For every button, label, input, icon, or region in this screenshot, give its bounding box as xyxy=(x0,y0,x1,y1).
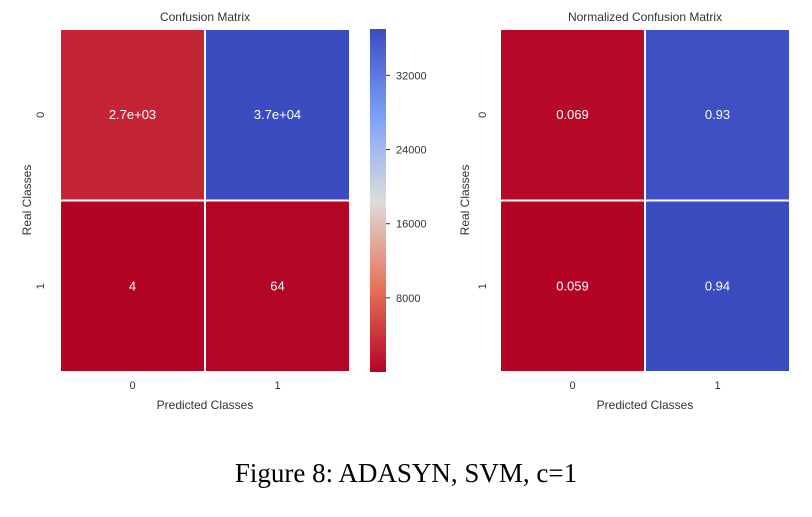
heatmap-cells: 0.069 0.93 0.059 0.94 xyxy=(499,28,791,373)
heatmap-cell xyxy=(59,199,206,373)
y-tick-label: 0 xyxy=(477,112,489,118)
colorbar-ticks: 8000 16000 24000 32000 xyxy=(386,70,427,305)
y-axis-label: Real Classes xyxy=(20,165,34,236)
x-tick-label: 0 xyxy=(129,380,135,392)
x-tick-label: 1 xyxy=(274,380,280,392)
heatmap-cells: 2.7e+03 3.7e+04 4 64 xyxy=(59,28,351,373)
cell-annotation: 0.059 xyxy=(556,278,589,293)
heatmap-cell xyxy=(204,199,351,373)
tick-labels: 0 1 0 1 xyxy=(35,112,281,392)
cell-annotation: 0.069 xyxy=(556,107,589,122)
colorbar-gradient xyxy=(370,29,386,372)
normalized-confusion-matrix-panel: Normalized Confusion Matrix 0.069 0.930.0… xyxy=(458,10,791,412)
colorbar-tick-label: 16000 xyxy=(396,219,427,231)
heatmap-cell xyxy=(499,28,646,202)
heatmap-cell xyxy=(499,199,646,373)
cell-annotation: 4 xyxy=(129,278,136,293)
cell-annotation: 2.7e+03 xyxy=(109,107,156,122)
y-tick-label: 1 xyxy=(477,283,489,289)
heatmap-cell xyxy=(644,28,791,202)
x-axis-label: Predicted Classes xyxy=(597,398,694,412)
tick-labels: 0 1 0 1 xyxy=(477,112,721,392)
figure: Confusion Matrix 2.7e+03 3.7e+044 64 0 101 … xyxy=(20,10,791,412)
colorbar: 8000 16000 24000 32000 xyxy=(370,29,427,372)
colorbar-tick-label: 24000 xyxy=(396,145,427,157)
x-axis-label: Predicted Classes xyxy=(157,398,254,412)
y-tick-label: 0 xyxy=(35,112,47,118)
cell-annotation: 0.94 xyxy=(705,278,730,293)
y-axis-label: Real Classes xyxy=(458,165,472,236)
figure-caption: Figure 8: ADASYN, SVM, c=1 xyxy=(234,458,578,488)
colorbar-tick-label: 8000 xyxy=(396,293,420,305)
colorbar-tick-label: 32000 xyxy=(396,70,427,82)
y-tick-label: 1 xyxy=(35,283,47,289)
cell-annotation: 3.7e+04 xyxy=(254,107,301,122)
chart-title: Confusion Matrix xyxy=(160,10,250,24)
heatmap-cell xyxy=(59,28,206,202)
cell-annotation: 0.93 xyxy=(705,107,730,122)
heatmap-cell xyxy=(204,28,351,202)
confusion-matrix-panel: Confusion Matrix 2.7e+03 3.7e+044 64 0 101 … xyxy=(20,10,351,412)
x-tick-label: 1 xyxy=(714,380,720,392)
chart-title: Normalized Confusion Matrix xyxy=(568,10,722,24)
x-tick-label: 0 xyxy=(569,380,575,392)
heatmap-cell xyxy=(644,199,791,373)
cell-annotation: 64 xyxy=(270,278,284,293)
